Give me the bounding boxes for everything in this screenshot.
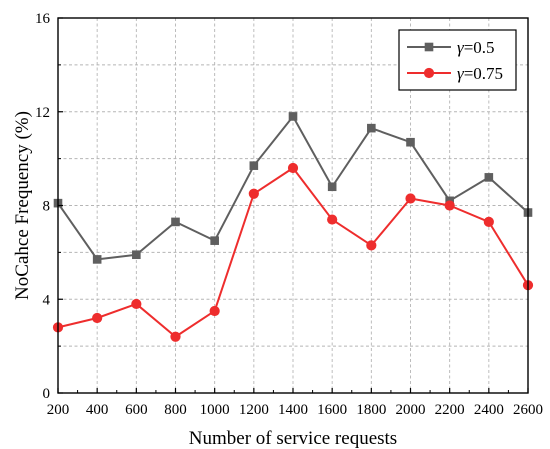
legend-symbol: γ: [457, 64, 465, 83]
legend-value: =0.75: [464, 64, 503, 83]
x-tick-label: 2000: [396, 402, 426, 418]
y-tick-label: 8: [43, 199, 51, 215]
series-layer: [52, 112, 534, 342]
data-point-square: [406, 137, 415, 147]
x-tick-label: 2200: [435, 402, 465, 418]
y-tick-label: 16: [35, 11, 51, 27]
x-tick-label: 1200: [239, 402, 269, 418]
data-point-square: [210, 236, 219, 245]
legend-item: γ=0.75: [407, 64, 503, 83]
data-point-circle: [287, 162, 299, 174]
legend-symbol: γ: [457, 38, 465, 57]
data-point-square: [249, 161, 259, 170]
legend: γ=0.5γ=0.75: [398, 29, 517, 91]
data-point-circle: [405, 193, 416, 204]
data-point-circle: [209, 305, 220, 317]
legend-label: γ=0.75: [457, 64, 503, 83]
y-axis-title: NoCahce Frequency (%): [12, 111, 33, 300]
data-point-square: [92, 255, 102, 264]
y-tick-label: 0: [43, 386, 51, 402]
y-tick-label: 4: [43, 292, 51, 308]
data-point-circle: [92, 312, 103, 324]
data-point-circle: [366, 240, 377, 251]
data-point-circle: [248, 188, 259, 199]
x-tick-label: 400: [86, 402, 109, 418]
x-tick-label: 1000: [200, 402, 230, 418]
x-tick-label: 1800: [356, 402, 386, 418]
y-tick-label: 12: [35, 105, 50, 121]
data-point-circle: [170, 331, 181, 342]
x-tick-label: 1400: [278, 402, 308, 418]
data-point-square: [132, 250, 141, 260]
legend-value: =0.5: [464, 38, 495, 57]
data-point-circle: [423, 67, 435, 79]
data-point-circle: [444, 200, 455, 211]
x-tick-label: 2600: [513, 402, 543, 418]
axes: 200 400 600 800 1000 1200 1400 1600 1800 2000 2200…: [35, 11, 543, 418]
x-tick-label: 200: [47, 402, 70, 418]
data-point-circle: [327, 214, 338, 225]
data-point-square: [288, 112, 298, 121]
data-point-circle: [483, 216, 494, 228]
series-line: [57, 115, 529, 261]
x-tick-label: 800: [164, 402, 187, 418]
data-point-square: [367, 123, 376, 133]
data-point-square: [424, 42, 434, 52]
data-point-square: [327, 182, 337, 192]
legend-box: [398, 29, 517, 91]
series-2: [52, 162, 534, 342]
data-point-square: [171, 217, 180, 227]
x-tick-label: 2400: [474, 402, 504, 418]
data-point-circle: [131, 298, 142, 310]
x-tick-label: 600: [125, 402, 148, 418]
legend-item: γ=0.5: [407, 38, 495, 57]
data-point-square: [484, 173, 494, 182]
x-axis-title: Number of service requests: [189, 428, 397, 449]
x-tick-label: 1600: [317, 402, 347, 418]
legend-label: γ=0.5: [457, 38, 495, 57]
